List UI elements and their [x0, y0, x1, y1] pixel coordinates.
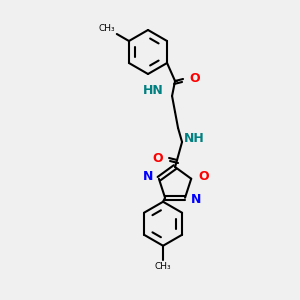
Text: O: O: [198, 170, 209, 183]
Text: O: O: [152, 152, 163, 164]
Text: CH₃: CH₃: [155, 262, 171, 271]
Text: O: O: [189, 73, 200, 85]
Text: HN: HN: [143, 83, 164, 97]
Text: N: N: [142, 170, 153, 183]
Text: NH: NH: [184, 131, 205, 145]
Text: N: N: [191, 193, 201, 206]
Text: CH₃: CH₃: [98, 24, 115, 33]
